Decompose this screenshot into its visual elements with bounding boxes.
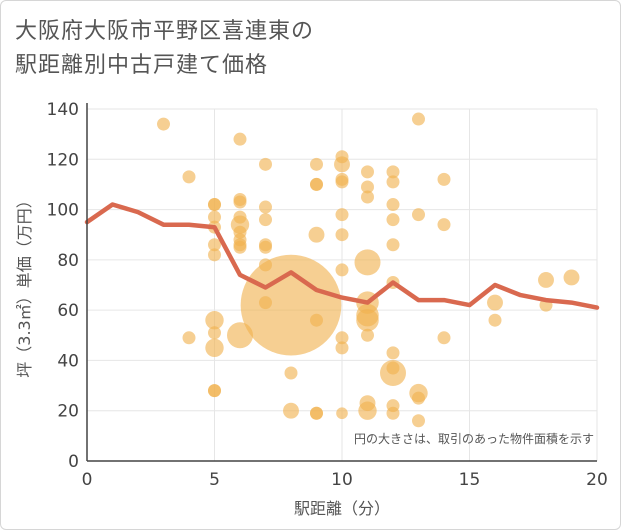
bubble-point xyxy=(335,263,349,277)
bubble-point xyxy=(437,331,451,345)
bubble-point xyxy=(487,294,503,311)
y-tick-label-7: 140 xyxy=(47,100,79,120)
x-tick-label-4: 20 xyxy=(586,470,608,490)
x-tick-label-1: 5 xyxy=(209,470,220,490)
bubble-point xyxy=(208,198,221,212)
bubble-point xyxy=(354,249,381,276)
bubble-point xyxy=(386,361,400,375)
bubble-point xyxy=(208,238,221,252)
bubble-point xyxy=(412,414,425,428)
bubble-point xyxy=(437,172,451,186)
y-tick-label-2: 40 xyxy=(57,351,79,371)
bubble-point xyxy=(386,165,400,179)
x-tick-label-3: 15 xyxy=(459,470,481,490)
bubble-point xyxy=(488,313,502,327)
chart-title-line2: 駅距離別中古戸建て価格 xyxy=(15,53,269,78)
bubble-point xyxy=(233,132,247,146)
bubble-point xyxy=(259,258,272,272)
bubble-point xyxy=(259,213,272,227)
bubble-point xyxy=(356,308,379,332)
bubble-point xyxy=(208,248,221,262)
bubble-point xyxy=(335,150,349,164)
bubble-point xyxy=(284,366,298,380)
x-tick-label-0: 0 xyxy=(82,470,93,490)
bubble-point xyxy=(359,395,376,412)
bubble-point xyxy=(310,157,323,171)
bubble-point xyxy=(361,180,374,194)
bubble-point xyxy=(335,341,349,355)
bubble-point xyxy=(412,391,425,405)
y-tick-label-3: 60 xyxy=(57,301,79,321)
bubble-point xyxy=(412,112,425,126)
bubble-point xyxy=(386,198,400,212)
bubble-point xyxy=(335,228,349,242)
bubble-point xyxy=(240,254,342,356)
bubble-point xyxy=(208,210,221,224)
bubble-point xyxy=(233,210,247,224)
bubble-point xyxy=(361,328,374,342)
bubble-point xyxy=(205,311,224,330)
chart-title-line1: 大阪府大阪市平野区喜連東の xyxy=(15,19,315,44)
y-axis-label: 坪（3.3㎡）単価（万円） xyxy=(15,192,34,377)
y-tick-label-0: 0 xyxy=(68,452,79,472)
bubble-point xyxy=(538,272,554,288)
bubble-point xyxy=(335,175,349,189)
bubble-point xyxy=(259,200,272,214)
bubble-point xyxy=(563,269,580,286)
bubble-layer xyxy=(157,112,580,428)
bubble-point xyxy=(386,213,400,227)
bubble-point xyxy=(233,240,247,254)
y-tick-label-1: 20 xyxy=(57,402,79,422)
bubble-point xyxy=(233,195,247,209)
bubble-point xyxy=(386,406,400,420)
bubble-point xyxy=(437,218,451,232)
y-tick-label-6: 120 xyxy=(47,150,79,170)
y-tick-label-5: 100 xyxy=(47,201,79,221)
bubble-point xyxy=(310,177,323,191)
bubble-point xyxy=(386,346,400,360)
bubble-point xyxy=(386,175,400,189)
tick-labels: 0 20 40 60 80 100 120 140 0 5 10 15 20 xyxy=(47,100,608,490)
bubble-point xyxy=(335,331,349,345)
bubble-point xyxy=(386,238,400,252)
bubble-point xyxy=(208,384,221,398)
bubble-point xyxy=(182,331,196,345)
bubble-point xyxy=(412,208,425,222)
bubble-point xyxy=(259,240,272,254)
bubble-point xyxy=(335,208,349,222)
bubble-point xyxy=(208,326,221,340)
y-tick-label-4: 80 xyxy=(57,251,79,271)
size-note: 円の大きさは、取引のあった物件面積を示す xyxy=(354,431,594,446)
bubble-point xyxy=(283,402,299,419)
bubble-point xyxy=(361,165,374,179)
bubble-point xyxy=(310,313,323,327)
trend-line-layer xyxy=(84,202,600,310)
bubble-point xyxy=(310,406,323,420)
bubble-point xyxy=(182,170,196,184)
trend-line xyxy=(84,202,600,310)
bubble-point xyxy=(259,296,272,310)
bubble-point xyxy=(308,226,325,243)
x-axis-label: 駅距離（分） xyxy=(294,499,390,518)
bubble-point xyxy=(227,322,253,349)
chart-title: 大阪府大阪市平野区喜連東の 駅距離別中古戸建て価格 xyxy=(15,15,575,83)
bubble-point xyxy=(259,157,272,171)
bubble-point xyxy=(157,117,170,131)
axes xyxy=(86,103,597,462)
bubble-point xyxy=(205,338,224,358)
bubble-point xyxy=(336,407,348,420)
x-tick-label-2: 10 xyxy=(331,470,353,490)
bubble-point xyxy=(361,190,374,204)
